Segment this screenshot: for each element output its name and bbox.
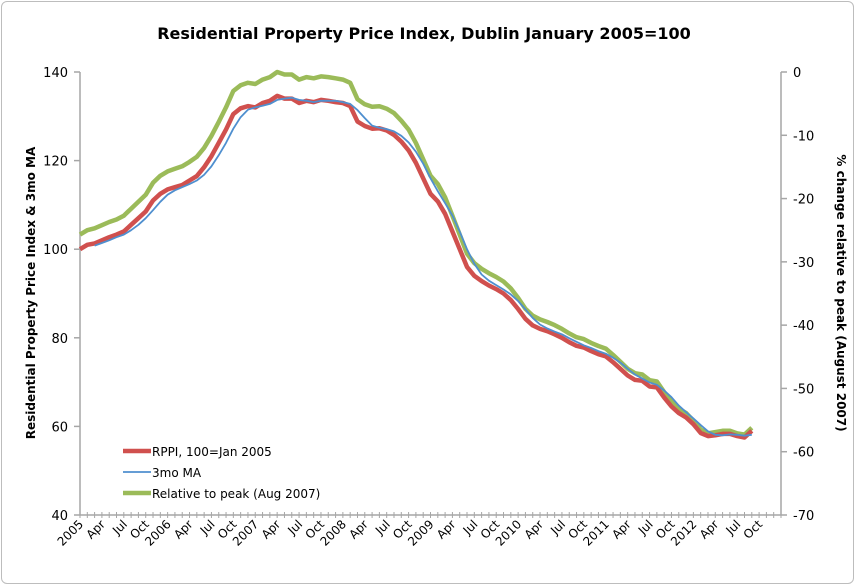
y-tick-label: 140 xyxy=(43,66,68,81)
y2-tick-label: -70 xyxy=(793,509,814,524)
x-tick-label: Apr xyxy=(434,517,459,542)
x-tick-label: Apr xyxy=(83,517,108,542)
x-tick-label: Apr xyxy=(522,517,547,542)
x-tick-label: Jul xyxy=(372,517,393,538)
legend-label: RPPI, 100=Jan 2005 xyxy=(152,445,272,459)
x-tick-label: Oct xyxy=(741,517,766,542)
x-tick-label: Apr xyxy=(609,517,634,542)
y2-tick-label: -10 xyxy=(793,129,814,144)
x-tick-label: Jul xyxy=(197,517,218,538)
y2-tick-label: 0 xyxy=(793,66,801,81)
y2-axis-label: % change relative to peak (August 2007) xyxy=(834,154,848,431)
legend-label: 3mo MA xyxy=(152,466,202,480)
y2-tick-label: -50 xyxy=(793,382,814,397)
x-tick-label: Apr xyxy=(171,517,196,542)
y2-tick-label: -20 xyxy=(793,193,814,208)
legend: RPPI, 100=Jan 2005 3mo MA Relative to peak… xyxy=(123,445,320,501)
x-tick-label: 2012 xyxy=(668,517,699,548)
x-tick-label: 2006 xyxy=(142,517,173,548)
x-tick-label: 2008 xyxy=(317,517,348,548)
y-tick-label: 60 xyxy=(51,420,68,435)
x-tick-label: 2011 xyxy=(580,517,611,548)
legend-label: Relative to peak (Aug 2007) xyxy=(152,487,320,501)
chart-title: Residential Property Price Index, Dublin… xyxy=(157,24,691,43)
x-tick-label: Jul xyxy=(722,517,743,538)
x-tick-label: 2009 xyxy=(405,517,436,548)
y-axis-label: Residential Property Price Index & 3mo M… xyxy=(24,146,38,439)
y-tick-label: 40 xyxy=(51,509,68,524)
x-tick-label: Jul xyxy=(635,517,656,538)
x-tick-label: Apr xyxy=(259,517,284,542)
x-tick-label: Jul xyxy=(109,517,130,538)
x-tick-label: Apr xyxy=(346,517,371,542)
y2-tick-label: -40 xyxy=(793,319,814,334)
x-tick-label: 2010 xyxy=(493,517,524,548)
x-tick-label: Jul xyxy=(460,517,481,538)
y-tick-label: 100 xyxy=(43,243,68,258)
y2-tick-label: -60 xyxy=(793,446,814,461)
y-tick-label: 120 xyxy=(43,155,68,170)
x-tick-label: 2007 xyxy=(230,517,261,548)
y-tick-label: 80 xyxy=(51,332,68,347)
series-line-2 xyxy=(78,69,754,437)
x-tick-label: Jul xyxy=(547,517,568,538)
x-tick-label: Apr xyxy=(697,517,722,542)
y2-tick-label: -30 xyxy=(793,256,814,271)
x-tick-label: Jul xyxy=(284,517,305,538)
